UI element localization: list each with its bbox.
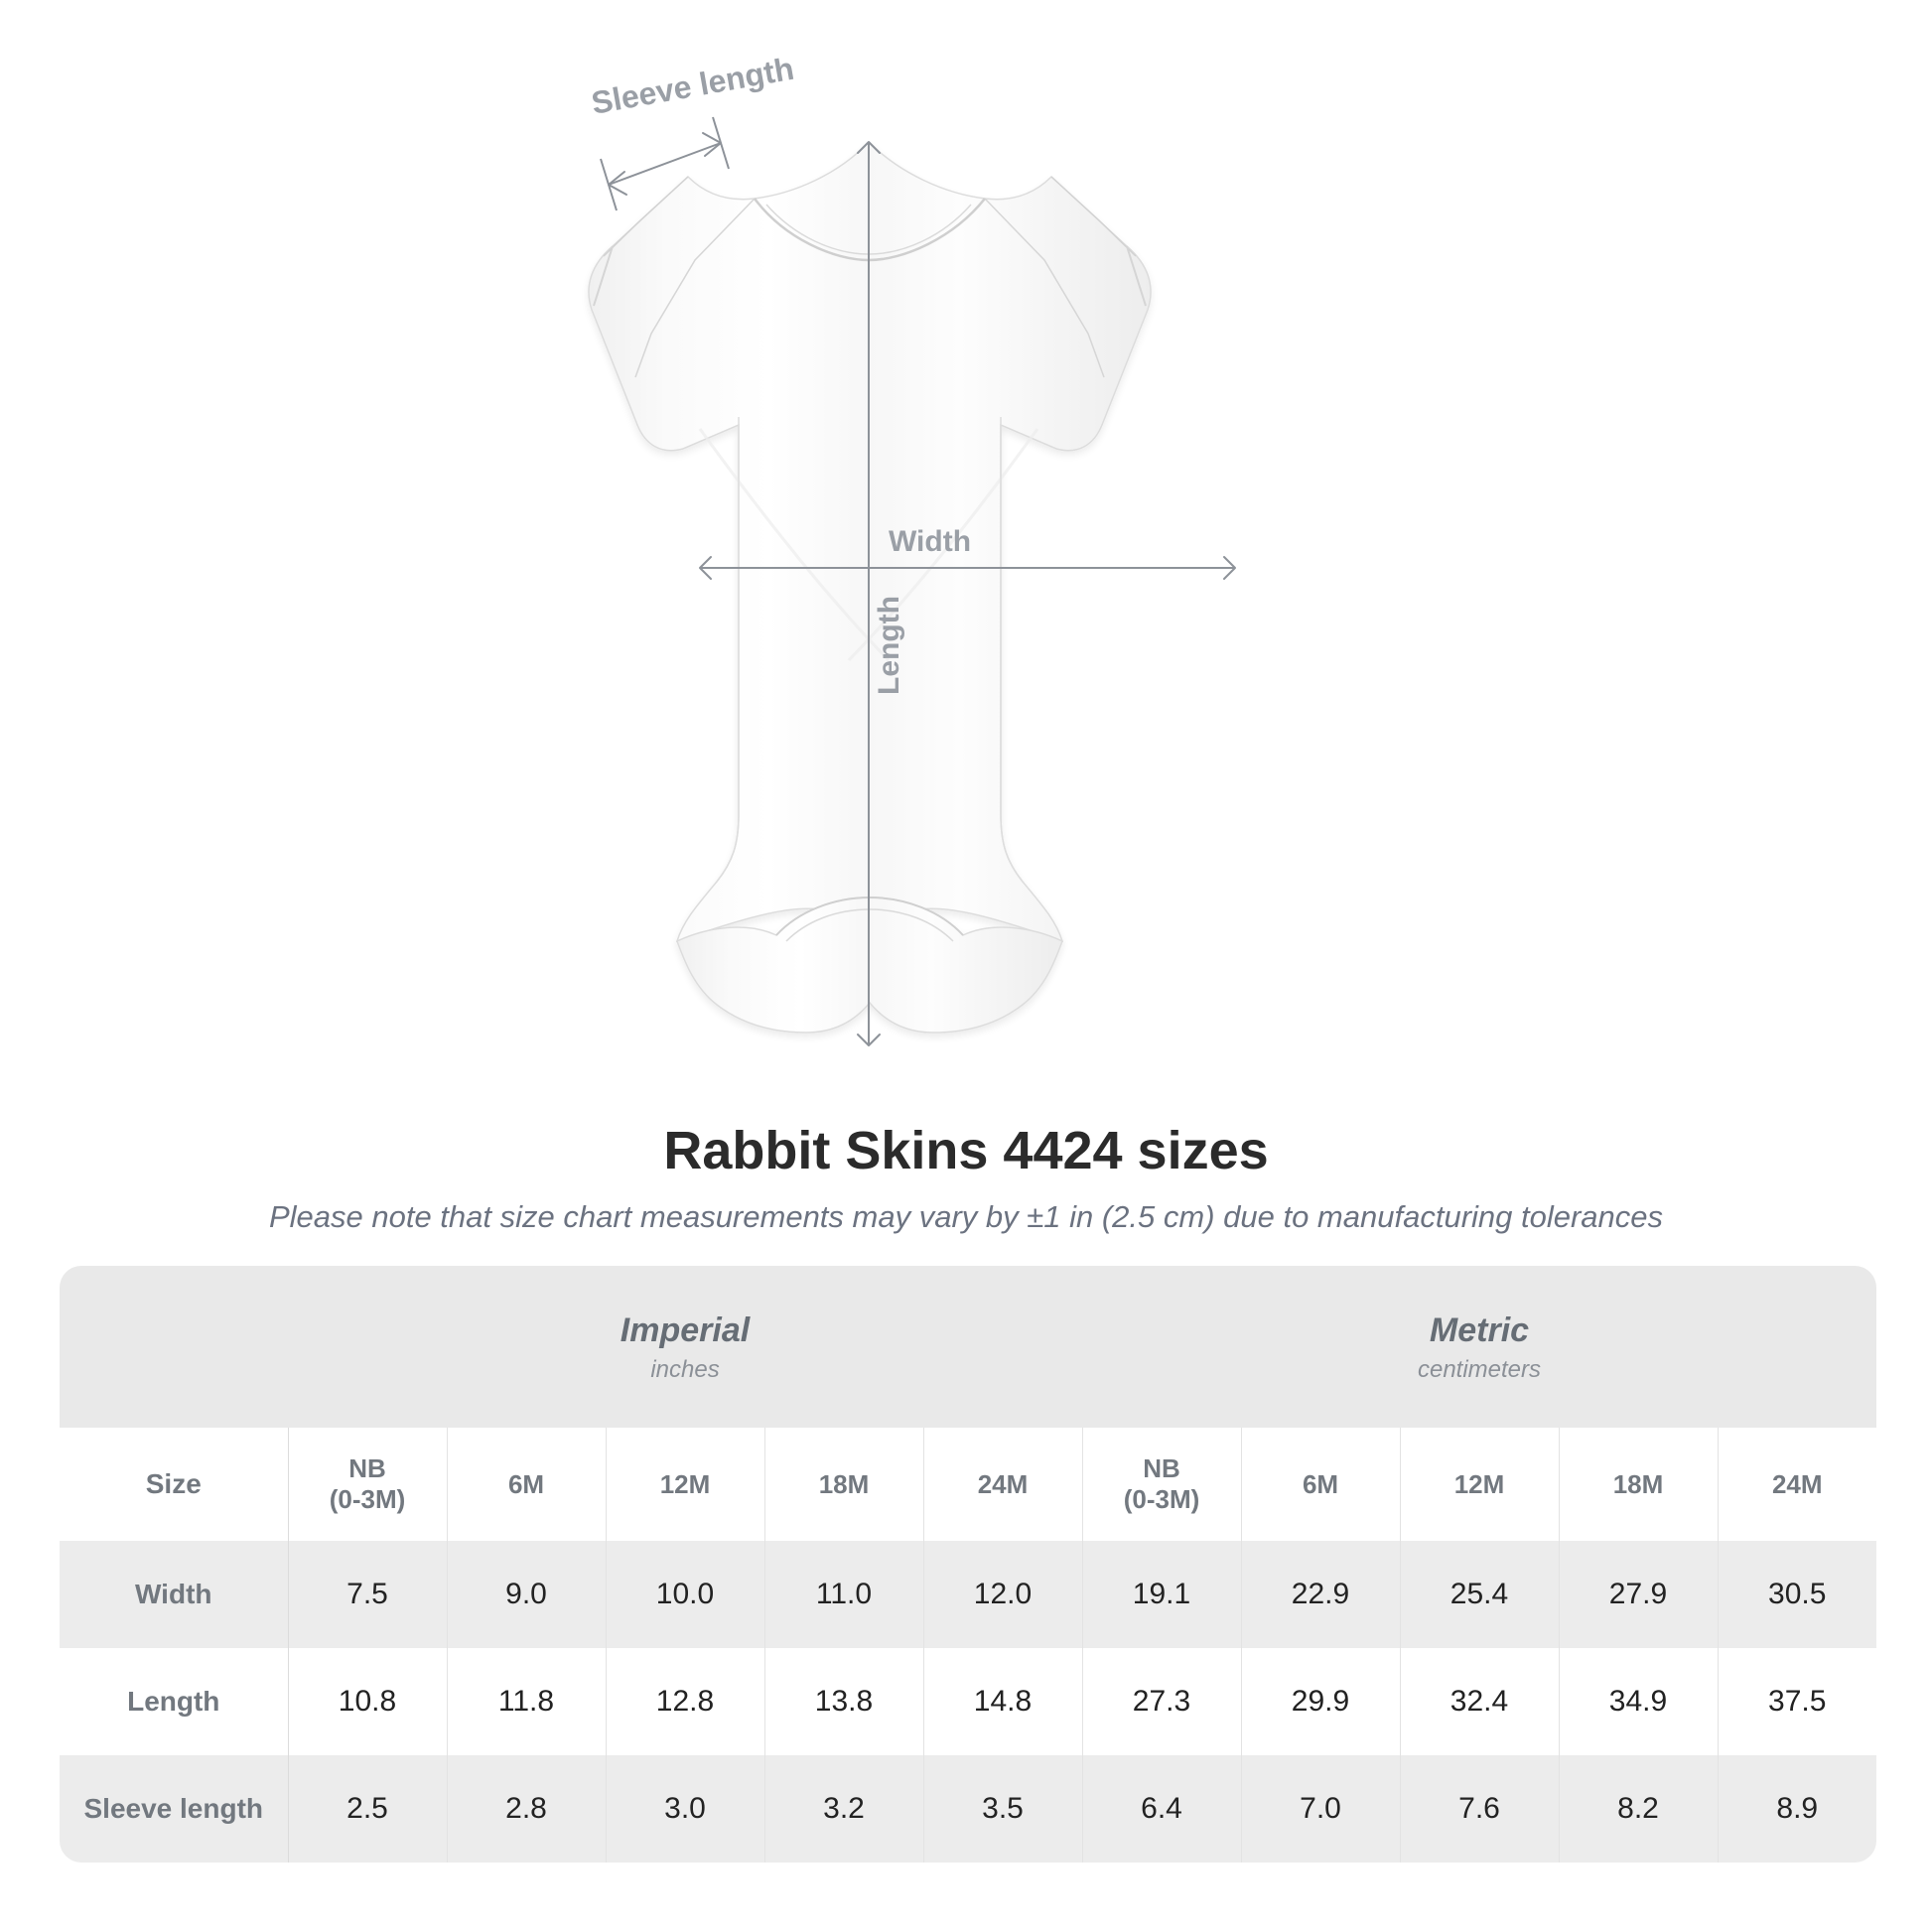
svg-text:Width: Width	[889, 525, 971, 558]
svg-text:Sleeve length: Sleeve length	[589, 51, 796, 121]
svg-text:Length: Length	[873, 596, 905, 695]
